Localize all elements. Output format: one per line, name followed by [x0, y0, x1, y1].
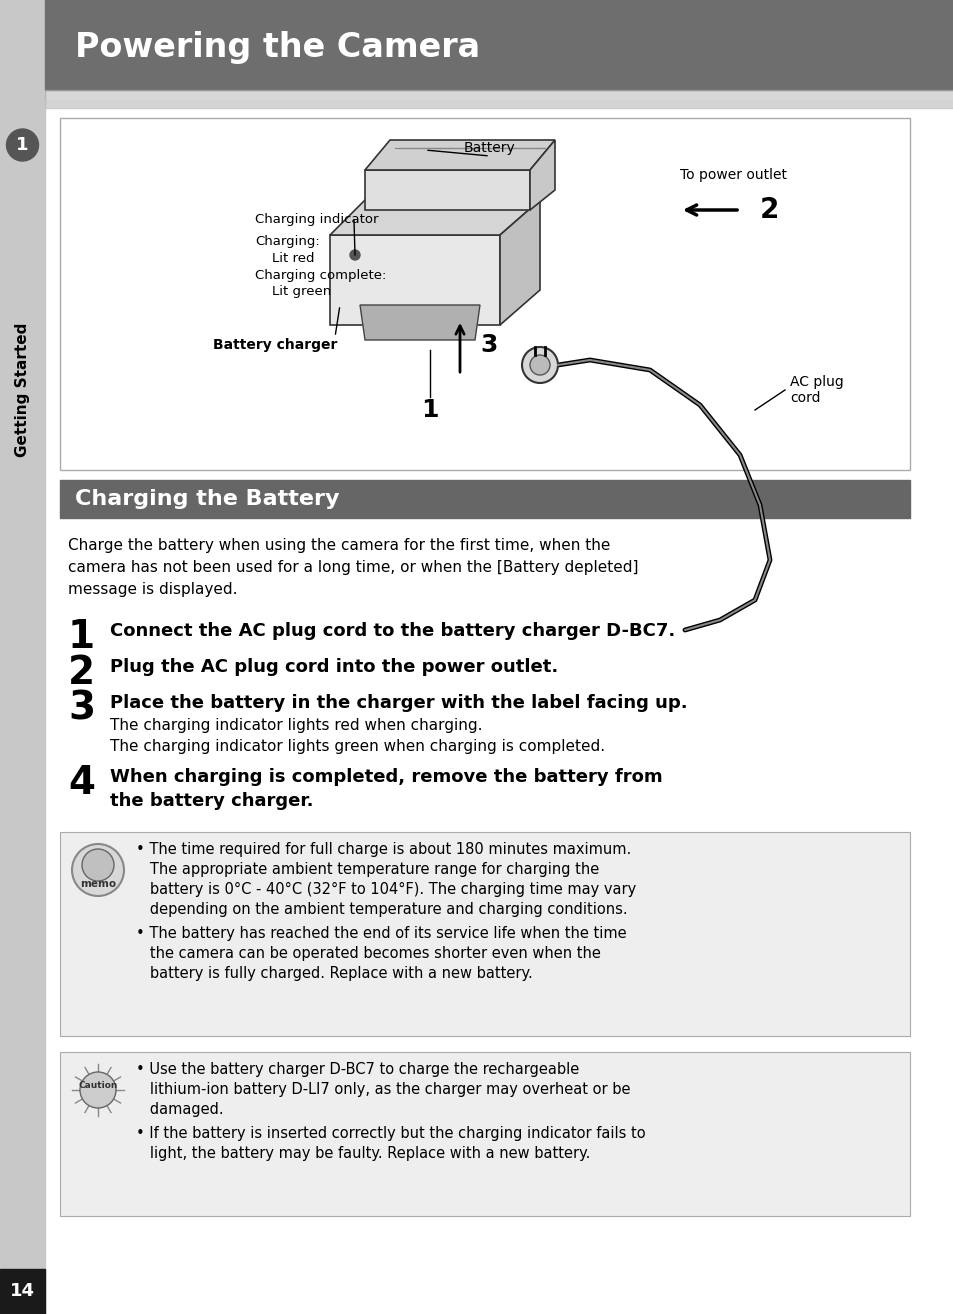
Text: 4: 4	[68, 763, 95, 802]
Text: depending on the ambient temperature and charging conditions.: depending on the ambient temperature and…	[136, 901, 627, 917]
Text: Caution: Caution	[78, 1081, 117, 1091]
Text: AC plug
cord: AC plug cord	[789, 374, 842, 405]
Polygon shape	[330, 200, 539, 235]
Text: 1: 1	[68, 618, 95, 656]
Text: Connect the AC plug cord to the battery charger D-BC7.: Connect the AC plug cord to the battery …	[110, 622, 675, 640]
Bar	[45, 89, 953, 108]
Text: To power outlet: To power outlet	[679, 168, 786, 183]
Text: 3: 3	[68, 690, 95, 728]
Text: Charge the battery when using the camera for the first time, when the: Charge the battery when using the camera…	[68, 537, 610, 553]
Text: 1: 1	[16, 137, 29, 154]
Text: Charging complete:: Charging complete:	[254, 268, 386, 281]
Text: lithium-ion battery D-LI7 only, as the charger may overheat or be: lithium-ion battery D-LI7 only, as the c…	[136, 1081, 630, 1097]
Polygon shape	[330, 235, 499, 325]
Circle shape	[71, 844, 124, 896]
Bar	[60, 1053, 909, 1215]
Circle shape	[82, 849, 113, 880]
Circle shape	[7, 129, 38, 162]
Text: Battery: Battery	[464, 141, 516, 155]
Polygon shape	[365, 141, 555, 170]
Polygon shape	[530, 141, 555, 210]
Circle shape	[80, 1072, 116, 1108]
Text: Battery charger: Battery charger	[213, 338, 336, 352]
Circle shape	[530, 355, 550, 374]
Text: battery is fully charged. Replace with a new battery.: battery is fully charged. Replace with a…	[136, 966, 532, 982]
Text: • Use the battery charger D-BC7 to charge the rechargeable: • Use the battery charger D-BC7 to charg…	[136, 1062, 578, 1077]
Polygon shape	[365, 170, 530, 210]
Text: message is displayed.: message is displayed.	[68, 582, 237, 597]
Text: The charging indicator lights green when charging is completed.: The charging indicator lights green when…	[110, 738, 604, 754]
Text: 14: 14	[10, 1282, 35, 1301]
Text: damaged.: damaged.	[136, 1102, 223, 1117]
Circle shape	[350, 250, 359, 260]
Text: camera has not been used for a long time, or when the [Battery depleted]: camera has not been used for a long time…	[68, 560, 638, 576]
Text: light, the battery may be faulty. Replace with a new battery.: light, the battery may be faulty. Replac…	[136, 1146, 590, 1162]
Bar	[45, 100, 953, 108]
Text: 1: 1	[421, 398, 438, 422]
Text: battery is 0°C - 40°C (32°F to 104°F). The charging time may vary: battery is 0°C - 40°C (32°F to 104°F). T…	[136, 882, 636, 897]
Text: 2: 2	[68, 654, 95, 692]
Bar	[0, 0, 45, 1314]
Text: Charging the Battery: Charging the Battery	[75, 489, 339, 509]
Polygon shape	[359, 305, 479, 340]
Text: • The battery has reached the end of its service life when the time: • The battery has reached the end of its…	[136, 926, 626, 941]
Bar	[60, 480, 909, 518]
Text: When charging is completed, remove the battery from: When charging is completed, remove the b…	[110, 767, 662, 786]
Polygon shape	[499, 200, 539, 325]
Text: memo: memo	[80, 879, 116, 890]
Text: Lit red: Lit red	[254, 251, 314, 264]
Text: the battery charger.: the battery charger.	[110, 792, 314, 809]
Bar	[60, 832, 909, 1035]
Bar	[45, 0, 953, 89]
Text: • If the battery is inserted correctly but the charging indicator fails to: • If the battery is inserted correctly b…	[136, 1126, 645, 1141]
Text: Powering the Camera: Powering the Camera	[75, 30, 479, 63]
Bar	[0, 1269, 45, 1314]
Text: Charging indicator: Charging indicator	[254, 213, 378, 226]
Text: Charging:: Charging:	[254, 235, 319, 248]
Bar	[60, 118, 909, 470]
Text: The appropriate ambient temperature range for charging the: The appropriate ambient temperature rang…	[136, 862, 598, 876]
Text: Plug the AC plug cord into the power outlet.: Plug the AC plug cord into the power out…	[110, 658, 558, 675]
Text: 2: 2	[760, 196, 779, 223]
Circle shape	[521, 347, 558, 382]
Text: the camera can be operated becomes shorter even when the: the camera can be operated becomes short…	[136, 946, 600, 961]
Text: Place the battery in the charger with the label facing up.: Place the battery in the charger with th…	[110, 694, 687, 712]
Text: • The time required for full charge is about 180 minutes maximum.: • The time required for full charge is a…	[136, 842, 631, 857]
Text: Lit green: Lit green	[254, 285, 331, 297]
Text: The charging indicator lights red when charging.: The charging indicator lights red when c…	[110, 717, 482, 733]
Text: Getting Started: Getting Started	[15, 323, 30, 457]
Text: 3: 3	[479, 332, 497, 357]
